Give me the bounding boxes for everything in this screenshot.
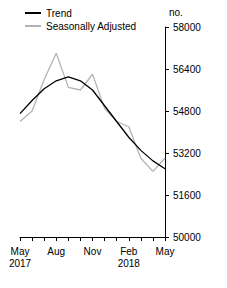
svg-text:53200: 53200 xyxy=(173,148,201,159)
svg-text:51600: 51600 xyxy=(173,190,201,201)
svg-text:Aug: Aug xyxy=(47,246,65,257)
svg-text:2018: 2018 xyxy=(118,258,141,269)
svg-text:Seasonally Adjusted: Seasonally Adjusted xyxy=(46,21,136,32)
svg-text:Nov: Nov xyxy=(84,246,102,257)
svg-text:May: May xyxy=(156,246,175,257)
svg-text:no.: no. xyxy=(169,7,183,18)
svg-text:58000: 58000 xyxy=(173,22,201,33)
svg-text:2017: 2017 xyxy=(9,258,32,269)
svg-text:56400: 56400 xyxy=(173,64,201,75)
svg-text:May: May xyxy=(11,246,30,257)
svg-text:54800: 54800 xyxy=(173,106,201,117)
svg-text:Feb: Feb xyxy=(120,246,138,257)
svg-text:Trend: Trend xyxy=(46,8,72,19)
svg-text:50000: 50000 xyxy=(173,232,201,243)
